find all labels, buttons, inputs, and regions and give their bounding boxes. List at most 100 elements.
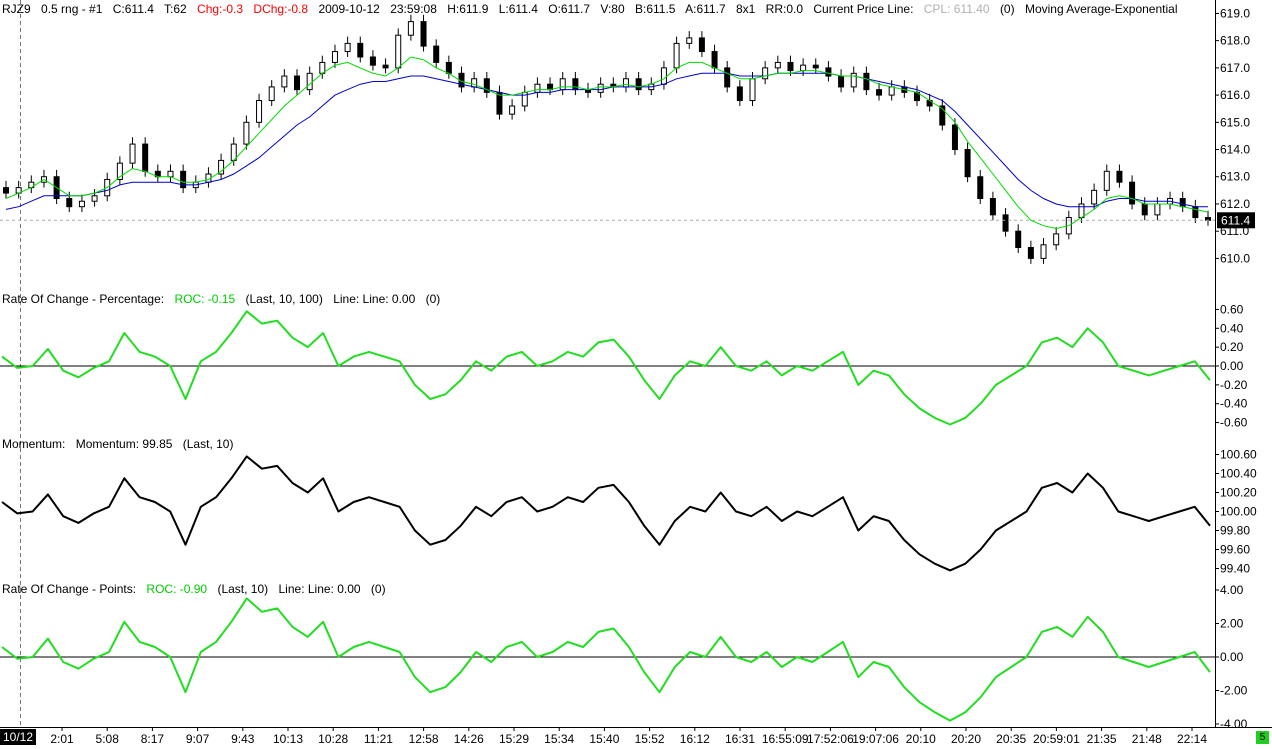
roc-pct-tick-label: -0.40 xyxy=(1220,397,1248,411)
roc-pts-tick-label: -4.00 xyxy=(1220,717,1248,731)
low-value: L:611.4 xyxy=(498,2,538,16)
roc-pct-title: Rate Of Change - Percentage: xyxy=(2,292,165,306)
x-tick-label: 20:35 xyxy=(996,732,1026,746)
status-box[interactable]: 5 xyxy=(1256,731,1269,744)
candle-body xyxy=(142,143,149,172)
x-tick-label: 14:26 xyxy=(454,732,484,746)
candle-body xyxy=(483,78,490,93)
roc-pts-value: ROC: -0.90 xyxy=(146,582,208,596)
momentum-tick-label: 100.40 xyxy=(1220,467,1257,481)
roc-pct-params: (Last, 10, 100) xyxy=(245,292,323,306)
ema-slow-line xyxy=(5,72,1208,210)
x-tick-label: 10:28 xyxy=(318,732,348,746)
x-tick-label: 15:40 xyxy=(589,732,619,746)
momentum-tick-label: 99.60 xyxy=(1220,543,1250,557)
candle-body xyxy=(66,198,73,208)
candle-body xyxy=(635,78,642,91)
bar-type: 0.5 rng - #1 xyxy=(41,2,103,16)
roc-pts-tick-label: 4.00 xyxy=(1220,583,1244,597)
candle-body xyxy=(1015,230,1022,249)
ask-value: A:611.7 xyxy=(685,2,726,16)
roc-pct-tick-label: 0.20 xyxy=(1220,340,1244,354)
candle-body xyxy=(1091,189,1098,205)
close-value: C:611.4 xyxy=(112,2,154,16)
candle-body xyxy=(1179,198,1186,208)
cpl-count: (0) xyxy=(999,2,1015,16)
candle-body xyxy=(559,78,566,91)
candle-body xyxy=(724,67,731,88)
candle-body xyxy=(812,64,819,69)
x-tick-label: 21:48 xyxy=(1132,732,1162,746)
candle-body xyxy=(433,45,440,63)
momentum-value: Momentum: 99.85 xyxy=(75,437,173,451)
high-value: H:611.9 xyxy=(447,2,489,16)
x-tick-label: 16:31 xyxy=(725,732,755,746)
x-tick-label: 21:35 xyxy=(1087,732,1117,746)
ma-label: Moving Average-Exponential xyxy=(1024,2,1178,16)
price-tick-label: 617.0 xyxy=(1220,61,1250,75)
candle-body xyxy=(294,75,301,91)
candle-body xyxy=(686,37,693,44)
candle-body xyxy=(977,176,984,200)
x-tick-label: 15:29 xyxy=(499,732,529,746)
candle-body xyxy=(951,124,958,151)
candle-body xyxy=(369,56,376,66)
roc-pts-header: Rate Of Change - Points: ROC: -0.90 (Las… xyxy=(2,582,393,596)
candle-body xyxy=(989,198,996,216)
candle-body xyxy=(407,21,414,36)
candle-body xyxy=(420,21,427,47)
candle-body xyxy=(1154,203,1161,216)
candle-body xyxy=(749,78,756,102)
roc-pct-tick-label: -0.20 xyxy=(1220,378,1248,392)
x-tick-label: 5:08 xyxy=(96,732,120,746)
momentum-tick-label: 100.20 xyxy=(1220,486,1257,500)
x-tick-label: 8:17 xyxy=(141,732,165,746)
candle-body xyxy=(1116,170,1123,183)
candle-body xyxy=(800,64,807,72)
open-value: O:611.7 xyxy=(548,2,591,16)
ticks-value: T:62 xyxy=(164,2,187,16)
candle-body xyxy=(964,149,971,178)
bid-value: B:611.5 xyxy=(634,2,676,16)
x-tick-label: 22:14 xyxy=(1177,732,1207,746)
roc-pts-line: Line: Line: 0.00 xyxy=(278,582,361,596)
candle-body xyxy=(863,72,870,91)
candle-body xyxy=(572,78,579,91)
candle-body xyxy=(1078,203,1085,219)
roc-pct-header: Rate Of Change - Percentage: ROC: -0.15 … xyxy=(2,292,447,306)
momentum-line xyxy=(1,455,1211,572)
candle-body xyxy=(1192,206,1199,219)
rr-value: RR:0.0 xyxy=(765,2,804,16)
momentum-tick-label: 100.00 xyxy=(1220,505,1257,519)
candle-body xyxy=(888,86,895,96)
symbol: RJZ9 xyxy=(2,2,31,16)
candle-body xyxy=(256,100,263,123)
candle-body xyxy=(1129,181,1136,205)
candle-body xyxy=(268,86,275,102)
candle-body xyxy=(876,89,883,96)
cpl-value: CPL: 611.40 xyxy=(923,2,990,16)
candle-body xyxy=(3,187,9,194)
candle-body xyxy=(622,78,629,88)
candle-body xyxy=(344,42,351,53)
x-tick-label: 12:58 xyxy=(409,732,439,746)
candle-body xyxy=(1040,244,1047,259)
candle-body xyxy=(357,42,364,58)
x-tick-label: 20:20 xyxy=(951,732,981,746)
price-tick-label: 615.0 xyxy=(1220,115,1250,129)
roc-pts-line xyxy=(1,597,1211,722)
price-tick-label: 618.0 xyxy=(1220,34,1250,48)
candle-body xyxy=(509,105,516,115)
candle-body xyxy=(167,170,174,178)
price-tag-bg xyxy=(1217,212,1255,229)
price-tick-label: 619.0 xyxy=(1220,6,1250,20)
candle-body xyxy=(306,72,313,91)
candle-body xyxy=(1103,170,1110,191)
roc-pts-tick-label: 0.00 xyxy=(1220,650,1244,664)
price-tick-label: 612.0 xyxy=(1220,197,1250,211)
candle-body xyxy=(1027,247,1034,259)
candle-body xyxy=(534,83,541,93)
candle-body xyxy=(218,159,225,175)
